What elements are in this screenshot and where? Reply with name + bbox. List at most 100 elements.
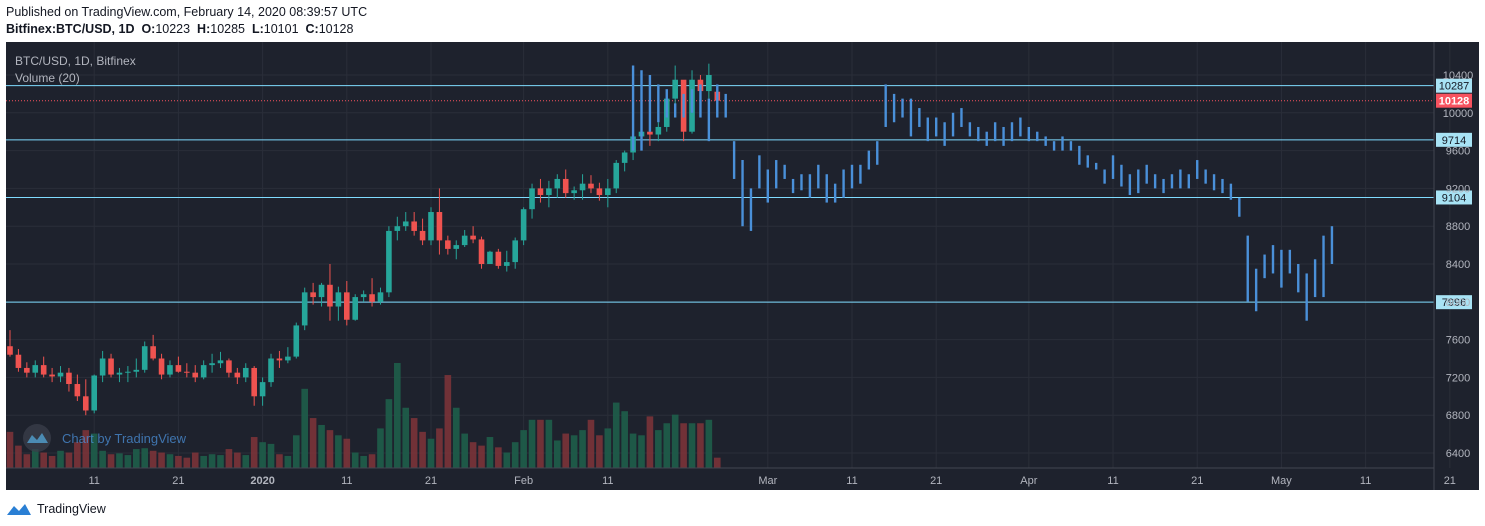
- candle-body: [647, 131, 653, 135]
- candle-body: [588, 183, 594, 189]
- footer-brand[interactable]: TradingView: [37, 502, 106, 516]
- candle-body: [672, 79, 678, 99]
- x-tick-label: May: [1271, 475, 1292, 487]
- x-tick-label: 11: [1360, 475, 1371, 487]
- candle-body: [453, 245, 460, 249]
- low-label: L:: [251, 22, 264, 36]
- candle-body: [461, 235, 468, 246]
- volume-bar: [469, 442, 477, 468]
- volume-bar: [65, 452, 73, 468]
- volume-bar: [208, 454, 216, 468]
- volume-bar: [6, 431, 14, 468]
- price-axis[interactable]: 6400 6800 7200 7600 8000 8400 8800 9200 9600 1000…: [1443, 70, 1474, 460]
- volume-bar: [335, 435, 342, 468]
- volume-bar: [158, 452, 165, 468]
- legend-volume: Volume (20): [15, 71, 80, 85]
- volume-bar: [410, 418, 418, 468]
- candle-body: [40, 365, 47, 375]
- candle-body: [512, 240, 518, 263]
- candle-body: [175, 365, 182, 372]
- candle-body: [91, 375, 97, 411]
- volume-bar: [267, 443, 275, 468]
- volume-bar: [385, 399, 393, 468]
- x-tick-label: 11: [846, 475, 857, 487]
- volume-bar: [680, 423, 687, 468]
- volume-bar: [520, 430, 527, 468]
- volume-bar: [663, 423, 671, 468]
- candle-body: [419, 230, 426, 241]
- candle-body: [613, 162, 620, 189]
- y-tick-label: 10000: [1443, 108, 1474, 120]
- candle-body: [125, 371, 131, 373]
- candle-body: [537, 188, 544, 196]
- y-tick-label: 8400: [1446, 259, 1470, 271]
- volume-bar: [133, 449, 140, 468]
- volume-bar: [486, 437, 494, 468]
- time-axis[interactable]: 11 21 2020 11 21 Feb 11 Mar 11 21 Apr 11 21 May 11 21: [88, 475, 1455, 487]
- volume-bar: [528, 419, 536, 468]
- chart-background: [6, 42, 1479, 490]
- volume-bar: [688, 423, 696, 468]
- volume-bar: [579, 430, 586, 468]
- volume-bar: [705, 419, 713, 468]
- x-tick-label: 21: [1444, 475, 1456, 487]
- volume-bar: [141, 448, 149, 468]
- candle-body: [655, 126, 662, 135]
- volume-bar: [166, 454, 174, 468]
- close-value: 10128: [318, 22, 354, 36]
- volume-bar: [107, 454, 115, 468]
- candle-body: [554, 178, 561, 189]
- volume-bar: [655, 430, 662, 468]
- current-price-label: 10128: [1439, 96, 1470, 108]
- volume-bar: [697, 423, 704, 468]
- candle-body: [57, 372, 64, 377]
- volume-bar: [301, 388, 308, 468]
- ohlc-info: Bitfinex:BTC/USD, 1D O:10223 H:10285 L:1…: [6, 22, 353, 36]
- candle-body: [66, 372, 72, 385]
- candle-body: [184, 371, 190, 373]
- candle-body: [49, 374, 55, 377]
- candle-body: [520, 209, 527, 241]
- y-tick-label: 9200: [1446, 183, 1470, 195]
- level-label: 9104: [1442, 192, 1466, 204]
- watermark-text: Chart by TradingView: [62, 431, 187, 446]
- volume-bar: [495, 447, 502, 468]
- candle-body: [242, 367, 249, 378]
- volume-bar: [377, 428, 384, 468]
- candle-body: [217, 360, 224, 364]
- x-tick-label: 11: [602, 475, 613, 487]
- volume-bar: [402, 407, 410, 468]
- volume-bar: [242, 455, 250, 468]
- volume-bar: [427, 438, 435, 468]
- x-tick-label: 21: [425, 475, 437, 487]
- close-label: C:: [305, 22, 319, 36]
- candle-body: [318, 284, 325, 298]
- candle-body: [301, 292, 308, 326]
- volume-bar: [596, 435, 603, 468]
- open-value: 10223: [155, 22, 191, 36]
- level-label: 10287: [1439, 81, 1470, 93]
- volume-bar: [31, 449, 39, 468]
- x-tick-label: 11: [1107, 475, 1118, 487]
- volume-bar: [436, 428, 443, 468]
- y-tick-label: 8800: [1446, 221, 1470, 233]
- volume-bar: [183, 457, 191, 468]
- candle-body: [428, 212, 434, 241]
- volume-bar: [191, 452, 199, 468]
- volume-bar: [671, 414, 679, 468]
- volume-bar: [292, 435, 300, 468]
- candle-body: [99, 358, 106, 376]
- candle-body: [571, 190, 577, 194]
- candle-body: [116, 372, 123, 375]
- low-value: 10101: [263, 22, 299, 36]
- price-chart[interactable]: 10287 9714 9104 7996 10128 6400 6800 7200 7600 8…: [0, 42, 1480, 491]
- volume-bar: [326, 430, 334, 468]
- volume-bar: [200, 455, 207, 468]
- published-note: Published on TradingView.com, February 1…: [6, 5, 368, 19]
- volume-bar: [461, 433, 468, 468]
- volume-bar: [217, 455, 224, 468]
- level-label: 7996: [1442, 297, 1466, 309]
- current-price-bg: [1436, 93, 1472, 108]
- volume-bar: [419, 431, 426, 468]
- candle-body: [352, 297, 359, 320]
